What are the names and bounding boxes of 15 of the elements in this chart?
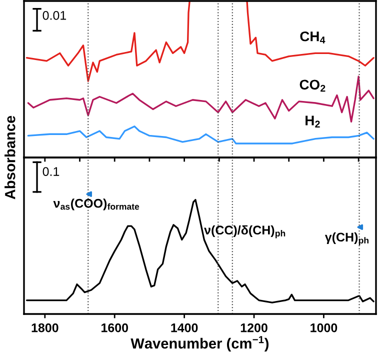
x-tick-label: 1400 bbox=[171, 323, 198, 332]
annotation: 0.01 bbox=[42, 10, 66, 20]
series-label: H$_{2}$ bbox=[306, 116, 320, 128]
annotation: ν(CC)/δ(CH)$_{ph}$ bbox=[204, 225, 286, 238]
text: 0.1 bbox=[42, 167, 60, 176]
annotation: ν$_{as}$(COO)$_{formate}$ bbox=[53, 198, 140, 210]
y-axis-title: Absorbance bbox=[4, 116, 16, 200]
annotation: γ(CH)$_{ph}$ bbox=[324, 232, 368, 246]
x-axis-title: Wavenumber (cm$^{−1}$) bbox=[130, 336, 269, 352]
series-label: CO$_{2}$ bbox=[300, 80, 326, 92]
x-tick-label: 1800 bbox=[32, 323, 58, 332]
x-tick-label: 1200 bbox=[240, 323, 268, 332]
series-label: CH$_{4}$ bbox=[300, 31, 326, 44]
x-tick-label: 1600 bbox=[102, 323, 128, 332]
x-tick-label: 1000 bbox=[310, 323, 338, 332]
